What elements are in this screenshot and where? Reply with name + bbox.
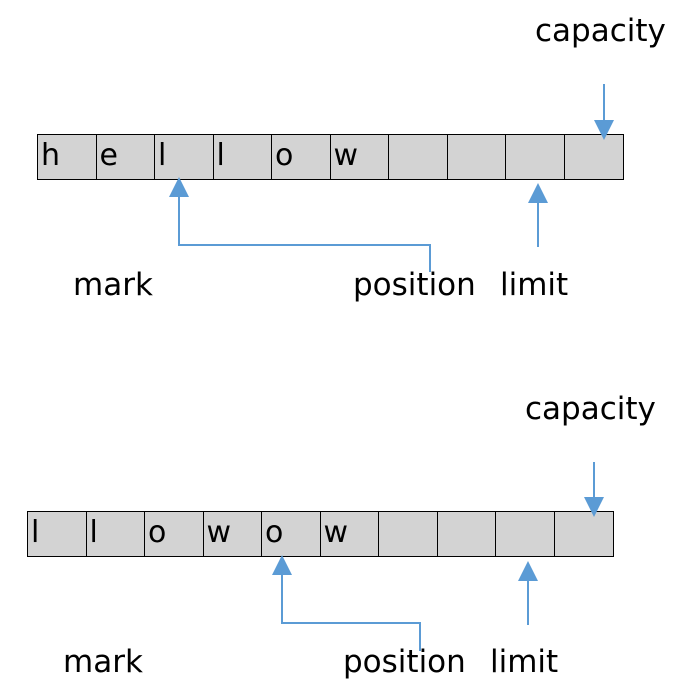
buffer-cell — [438, 512, 496, 556]
buffer-cell — [496, 512, 555, 556]
position-label: position — [353, 267, 476, 303]
buffer-cell — [379, 512, 438, 556]
buffer-cell: o — [262, 512, 321, 556]
buffer-cell: w — [331, 135, 389, 179]
buffer-cell — [389, 135, 448, 179]
position-to-mark-arrow — [169, 177, 431, 272]
pointer-arrows — [272, 462, 604, 651]
limit-label: limit — [500, 267, 569, 303]
buffer-cell: l — [155, 135, 214, 179]
buffer-cell: l — [214, 135, 272, 179]
buffer-cell: o — [272, 135, 331, 179]
buffer-cell — [506, 135, 565, 179]
buffer-cell: e — [97, 135, 155, 179]
position-to-mark-arrow — [272, 555, 421, 651]
mark-label: mark — [63, 644, 143, 680]
buffer-cell: l — [87, 512, 145, 556]
pointer-arrows — [169, 84, 614, 272]
capacity-label: capacity — [535, 13, 666, 49]
buffer-cell: w — [204, 512, 262, 556]
capacity-label: capacity — [525, 391, 656, 427]
limit-label: limit — [490, 644, 559, 680]
buffer-array: h e l l o w — [37, 134, 624, 180]
position-label: position — [343, 644, 466, 680]
buffer-cell: o — [145, 512, 204, 556]
buffer-panel-2: capacity l l o w o w mark position limit — [0, 349, 690, 698]
buffer-cell — [448, 135, 506, 179]
mark-label: mark — [73, 267, 153, 303]
buffer-cell: l — [28, 512, 87, 556]
buffer-panel-1: capacity h e l l o w mark position limit — [37, 13, 666, 303]
buffer-array: l l o w o w — [27, 511, 614, 557]
buffer-cell: h — [38, 135, 97, 179]
buffer-cell: w — [321, 512, 379, 556]
